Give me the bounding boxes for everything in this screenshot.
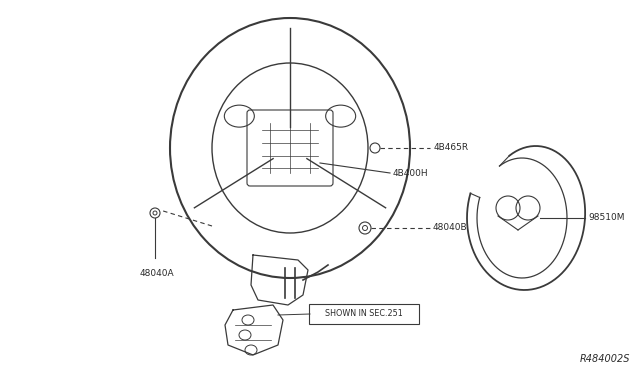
Text: 4B400H: 4B400H: [393, 169, 429, 177]
Text: R484002S: R484002S: [579, 354, 630, 364]
Text: 4B465R: 4B465R: [434, 144, 469, 153]
Text: SHOWN IN SEC.251: SHOWN IN SEC.251: [325, 310, 403, 318]
Text: 48040B: 48040B: [433, 224, 468, 232]
Text: 48040A: 48040A: [140, 269, 175, 278]
Text: 98510M: 98510M: [588, 214, 625, 222]
